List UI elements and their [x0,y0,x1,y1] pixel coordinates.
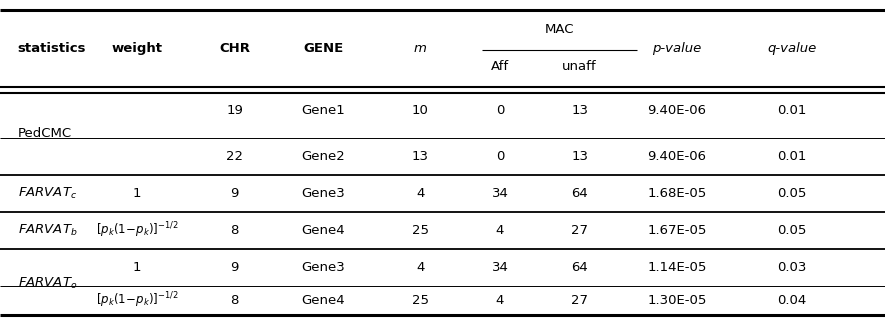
Text: 27: 27 [571,224,589,237]
Text: PedCMC: PedCMC [18,127,72,140]
Text: 34: 34 [491,187,509,200]
Text: 1.30E-05: 1.30E-05 [647,294,707,307]
Text: 22: 22 [226,150,243,163]
Text: CHR: CHR [219,42,250,55]
Text: 1.68E-05: 1.68E-05 [648,187,706,200]
Text: GENE: GENE [303,42,343,55]
Text: 34: 34 [491,261,509,274]
Text: 8: 8 [230,224,239,237]
Text: 13: 13 [571,150,589,163]
Text: 9.40E-06: 9.40E-06 [648,150,706,163]
Text: unaff: unaff [562,60,597,73]
Text: 9: 9 [230,261,239,274]
Text: Gene4: Gene4 [301,224,345,237]
Text: 1.14E-05: 1.14E-05 [647,261,707,274]
Text: 4: 4 [496,224,504,237]
Text: 0: 0 [496,104,504,117]
Text: $\mathit{FARVAT}_{b}$: $\mathit{FARVAT}_{b}$ [18,223,77,238]
Text: $\mathit{FARVAT}_{c}$: $\mathit{FARVAT}_{c}$ [18,186,77,201]
Text: 1: 1 [133,187,142,200]
Text: 64: 64 [572,261,588,274]
Text: Gene2: Gene2 [301,150,345,163]
Text: 4: 4 [416,187,425,200]
Text: 4: 4 [416,261,425,274]
Text: 0.03: 0.03 [777,261,807,274]
Text: m: m [414,42,427,55]
Text: Gene3: Gene3 [301,261,345,274]
Text: 0.05: 0.05 [777,224,807,237]
Text: 9.40E-06: 9.40E-06 [648,104,706,117]
Text: 8: 8 [230,294,239,307]
Text: 1.67E-05: 1.67E-05 [647,224,707,237]
Text: 10: 10 [412,104,429,117]
Text: 0.01: 0.01 [777,104,807,117]
Text: 0.05: 0.05 [777,187,807,200]
Text: $\mathit{FARVAT}_{o}$: $\mathit{FARVAT}_{o}$ [18,276,77,291]
Text: 13: 13 [571,104,589,117]
Text: Gene4: Gene4 [301,294,345,307]
Text: 25: 25 [412,294,429,307]
Text: $[p_k(1\!-\!p_k)]^{-1/2}$: $[p_k(1\!-\!p_k)]^{-1/2}$ [96,221,179,240]
Text: 0.01: 0.01 [777,150,807,163]
Text: MAC: MAC [545,23,574,36]
Text: $[p_k(1\!-\!p_k)]^{-1/2}$: $[p_k(1\!-\!p_k)]^{-1/2}$ [96,290,179,310]
Text: 64: 64 [572,187,588,200]
Text: p-value: p-value [652,42,702,55]
Text: 0.04: 0.04 [777,294,807,307]
Text: Aff: Aff [491,60,509,73]
Text: 9: 9 [230,187,239,200]
Text: 13: 13 [412,150,429,163]
Text: 1: 1 [133,261,142,274]
Text: Gene1: Gene1 [301,104,345,117]
Text: Gene3: Gene3 [301,187,345,200]
Text: 27: 27 [571,294,589,307]
Text: weight: weight [112,42,163,55]
Text: 19: 19 [226,104,243,117]
Text: statistics: statistics [18,42,86,55]
Text: 25: 25 [412,224,429,237]
Text: 4: 4 [496,294,504,307]
Text: q-value: q-value [767,42,817,55]
Text: 0: 0 [496,150,504,163]
